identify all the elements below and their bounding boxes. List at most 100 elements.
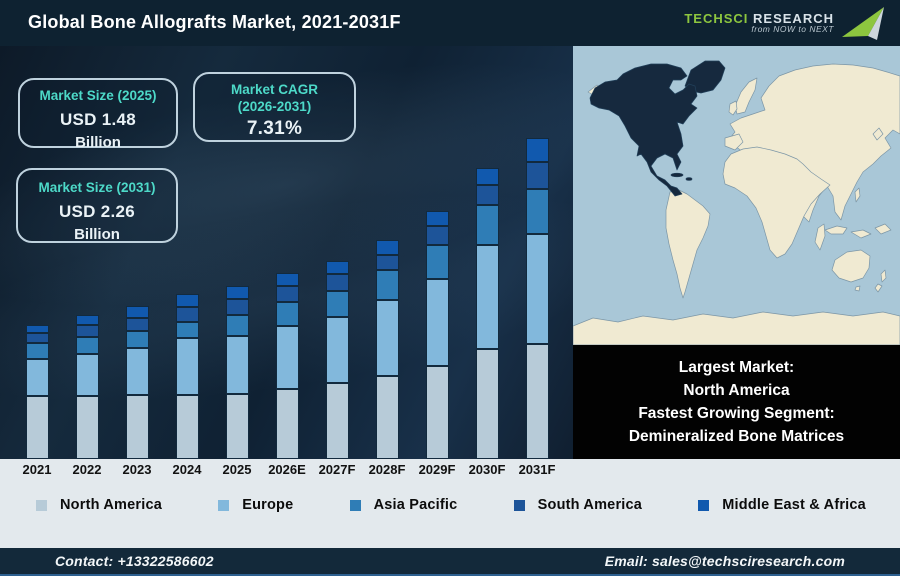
bar-2026E [275,273,299,459]
segment-south-america-2025 [225,299,249,315]
segment-south-america-2030F [475,185,499,205]
logo-tagline: from NOW to NEXT [751,24,834,35]
segment-middle-east-africa-2026E [275,273,299,286]
segment-north-america-2030F [475,349,499,459]
segment-asia-pacific-2025 [225,315,249,336]
segment-north-america-2028F [375,376,399,459]
market-size-2025-value: USD 1.48 [59,109,137,129]
legend-label: Asia Pacific [373,497,458,513]
segment-south-america-2029F [425,226,449,245]
segment-asia-pacific-2022 [75,337,99,354]
segment-middle-east-africa-2031F [525,138,549,162]
legend-item-europe: Europe [218,497,293,513]
techsci-logo: TECHSCI RESEARCH from NOW to NEXT [678,4,892,42]
map-north-america-highlight [589,60,726,197]
segment-middle-east-africa-2022 [75,315,99,325]
bar-2027F [325,261,349,459]
legend-swatch [349,499,361,511]
market-size-2025-box: Market Size (2025) USD 1.48 Billion [18,78,178,151]
contact-phone: Contact: +13322586602 [55,553,214,569]
header-bar: Global Bone Allografts Market, 2021-2031… [0,0,900,46]
segment-asia-pacific-2026E [275,302,299,326]
legend-label: Middle East & Africa [722,497,866,513]
segment-europe-2021 [25,359,49,396]
segment-middle-east-africa-2024 [175,294,199,307]
segment-south-america-2027F [325,274,349,291]
legend-swatch [218,499,230,511]
segment-europe-2026E [275,326,299,389]
bar-2024 [175,294,199,459]
x-axis-label-2031F: 2031F [518,462,556,477]
segment-asia-pacific-2031F [525,189,549,234]
x-axis-label-2027F: 2027F [318,462,356,477]
legend-item-south-america: South America [513,497,643,513]
bar-2028F [375,240,399,459]
segment-middle-east-africa-2023 [125,306,149,318]
logo-arrow-icon [842,7,884,40]
legend-label: Europe [242,497,294,513]
x-axis-label-2026E: 2026E [268,462,306,477]
legend-label: North America [60,497,162,513]
footer-bar: Contact: +13322586602 Email: sales@techs… [0,548,900,576]
annotation-line: Demineralized Bone Matrices [628,428,845,445]
bar-2029F [425,211,449,459]
segment-europe-2022 [75,354,99,396]
segment-north-america-2026E [275,389,299,459]
segment-asia-pacific-2030F [475,205,499,245]
segment-europe-2025 [225,336,249,394]
annotation-line: North America [683,382,790,399]
legend-swatch [36,499,47,511]
market-size-2031-title: Market Size (2031) [38,180,156,195]
market-size-2031-value: USD 2.26 [58,201,136,221]
segment-south-america-2022 [75,325,99,337]
segment-asia-pacific-2029F [425,245,449,279]
segment-europe-2023 [125,348,149,395]
segment-asia-pacific-2023 [125,331,149,348]
legend-swatch [698,499,710,511]
bar-2021 [25,325,49,459]
market-size-2031-box: Market Size (2031) USD 2.26 Billion [16,168,178,243]
segment-south-america-2026E [275,286,299,302]
market-size-2025-title: Market Size (2025) [39,88,157,103]
legend-label: South America [537,497,643,513]
bar-2031F [525,138,549,459]
annotation-line: Largest Market: [678,359,795,376]
annotation-line: Fastest Growing Segment: [638,405,835,422]
segment-asia-pacific-2027F [325,291,349,317]
segment-asia-pacific-2028F [375,270,399,300]
segment-south-america-2023 [125,318,149,331]
segment-south-america-2031F [525,162,549,189]
segment-europe-2031F [525,234,549,344]
segment-north-america-2024 [175,395,199,459]
logo-brand: TECHSCI RESEARCH [684,10,834,26]
segment-middle-east-africa-2028F [375,240,399,255]
market-annotation-box: Largest Market: North America Fastest Gr… [573,345,900,459]
segment-north-america-2029F [425,366,449,459]
x-axis-label-2030F: 2030F [468,462,506,477]
logo-brand-secondary: RESEARCH [753,10,834,26]
logo-brand-primary: TECHSCI [684,10,749,26]
segment-europe-2028F [375,300,399,376]
market-cagr-title: Market CAGR [230,82,319,97]
bar-2025 [225,286,249,459]
bottom-strip: 2021 2022 2023 2024 2025 2026E 2027F 2028F 2029F… [0,459,900,548]
segment-asia-pacific-2024 [175,322,199,338]
segment-south-america-2021 [25,333,49,343]
legend-item-north-america: North America [36,497,162,513]
bar-2023 [125,306,149,459]
segment-north-america-2031F [525,344,549,459]
logo-text: TECHSCI RESEARCH from NOW to NEXT [684,10,834,35]
chart-panel: Market Size (2025) USD 1.48 Billion Mark… [0,46,573,459]
segment-north-america-2022 [75,396,99,459]
market-cagr-title-line2: (2026-2031) [237,98,312,114]
bar-2022 [75,315,99,459]
segment-middle-east-africa-2029F [425,211,449,226]
x-axis-label-2029F: 2029F [418,462,456,477]
bar-2030F [475,168,499,459]
segment-europe-2024 [175,338,199,395]
segment-europe-2030F [475,245,499,349]
segment-middle-east-africa-2021 [25,325,49,333]
x-axis-label-2028F: 2028F [368,462,406,477]
legend-item-middle-east-africa: Middle East & Africa [698,497,866,513]
segment-asia-pacific-2021 [25,343,49,359]
